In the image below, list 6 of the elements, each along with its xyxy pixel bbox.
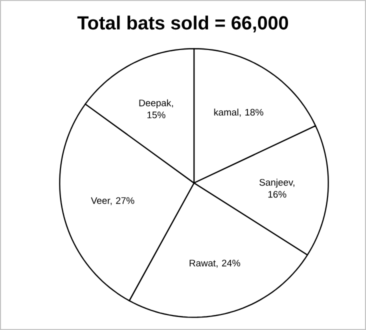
- chart-title: Total bats sold = 66,000: [77, 16, 288, 32]
- slice-label: kamal, 18%: [214, 108, 264, 117]
- slice-label: Veer, 27%: [90, 197, 134, 206]
- slice-label: Sanjeev, 16%: [259, 178, 294, 198]
- slice-label: Deepak, 15%: [139, 99, 173, 118]
- slice-label: Rawat, 24%: [190, 260, 240, 268]
